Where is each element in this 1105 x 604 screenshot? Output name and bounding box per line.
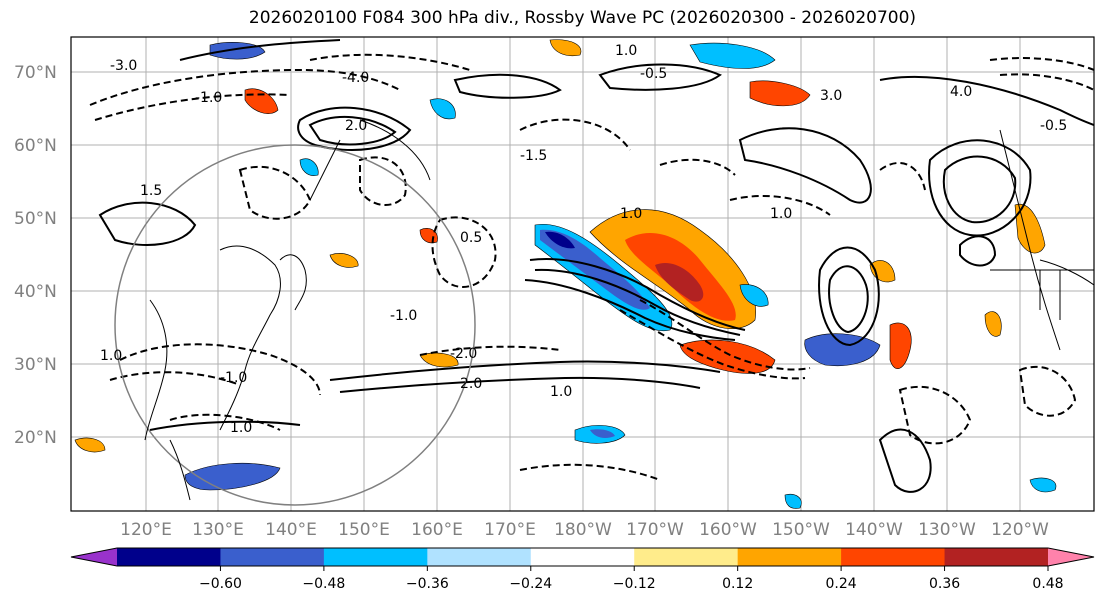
contour-label: 1.5 [140, 183, 162, 199]
colorbar-segment [220, 548, 325, 566]
lat-label: 40°N [14, 282, 57, 302]
contour-label: 1.0 [100, 348, 122, 364]
colorbar-extend-high [1048, 548, 1094, 566]
contour-label: -0.5 [1040, 118, 1067, 134]
colorbar-segment [117, 548, 221, 566]
range-ring [114, 144, 476, 506]
lon-label: 160°W [699, 520, 757, 540]
colorbar-segment [634, 548, 739, 566]
colorbar-tick-label: −0.12 [613, 576, 656, 592]
contour-label: -1.0 [195, 90, 222, 106]
lon-label: 140°E [265, 520, 317, 540]
colorbar-tick-label: −0.60 [199, 576, 242, 592]
colorbar-tick-label: 0.36 [929, 576, 960, 592]
colorbar-tick-label: 0.48 [1032, 576, 1063, 592]
contour-labels: 1.0 -0.5 -1.0 2.0 -4.0 1.0 0.5 -1.5 -2.0… [100, 43, 1067, 436]
contour-label: -1.0 [220, 370, 247, 386]
contour-label: 1.0 [230, 420, 252, 436]
contour-label: -3.0 [110, 58, 137, 74]
solid-contours [98, 39, 1094, 493]
contour-label: 1.0 [615, 43, 637, 59]
contour-label: 0.5 [460, 230, 482, 246]
lon-label: 140°W [845, 520, 903, 540]
lon-label: 130°W [918, 520, 976, 540]
colorbar-tick-label: −0.24 [509, 576, 552, 592]
dashed-contours [89, 53, 1094, 481]
colorbar-segment [841, 548, 946, 566]
lon-label: 170°W [626, 520, 684, 540]
lon-label: 150°W [772, 520, 830, 540]
contour-label: -0.5 [640, 66, 667, 82]
contour-label: -1.5 [520, 148, 547, 164]
contour-label: -1.0 [390, 308, 417, 324]
lat-label: 20°N [14, 428, 57, 448]
map-title: 2026020100 F084 300 hPa div., Rossby Wav… [248, 8, 917, 28]
colorbar-outline [70, 547, 1095, 567]
colorbar-ticks: −0.60 −0.48 −0.36 −0.24 −0.12 0.12 0.24 0.36 0.4… [199, 566, 1064, 592]
longitude-labels: 120°E 130°E 140°E 150°E 160°E 170°E 180°… [120, 520, 1049, 540]
contour-label: -4.0 [342, 70, 369, 86]
map-border [70, 36, 1095, 512]
colorbar-tick-label: −0.36 [406, 576, 449, 592]
contour-label: 1.0 [550, 384, 572, 400]
lon-label: 170°E [484, 520, 536, 540]
latitude-labels: 70°N 60°N 50°N 40°N 30°N 20°N [14, 63, 57, 448]
lon-label: 120°E [120, 520, 172, 540]
lon-label: 160°E [411, 520, 463, 540]
contour-label: 2.0 [460, 376, 482, 392]
contour-label: -2.0 [450, 346, 477, 362]
colorbar-segment [427, 548, 532, 566]
colorbar-tick-label: 0.12 [722, 576, 753, 592]
contour-label: 4.0 [950, 84, 972, 100]
contour-label: 1.0 [620, 206, 642, 222]
lon-label: 130°E [192, 520, 244, 540]
coastlines [144, 119, 1094, 501]
lon-label: 120°W [991, 520, 1049, 540]
colorbar-extend-low [71, 548, 117, 566]
colorbar-segment [323, 548, 428, 566]
colorbar-segment [530, 548, 635, 566]
lat-label: 50°N [14, 209, 57, 229]
contour-label: 2.0 [345, 118, 367, 134]
colorbar-segment [944, 548, 1049, 566]
contour-label: 3.0 [820, 88, 842, 104]
colorbar-tick-label: −0.48 [302, 576, 345, 592]
lon-label: 150°E [338, 520, 390, 540]
contour-label: 1.0 [770, 206, 792, 222]
lon-label: 180°W [554, 520, 612, 540]
lat-label: 60°N [14, 136, 57, 156]
lat-label: 30°N [14, 355, 57, 375]
lat-label: 70°N [14, 63, 57, 83]
colorbar [70, 547, 1095, 567]
colorbar-tick-label: 0.24 [826, 576, 857, 592]
colorbar-segment [737, 548, 842, 566]
